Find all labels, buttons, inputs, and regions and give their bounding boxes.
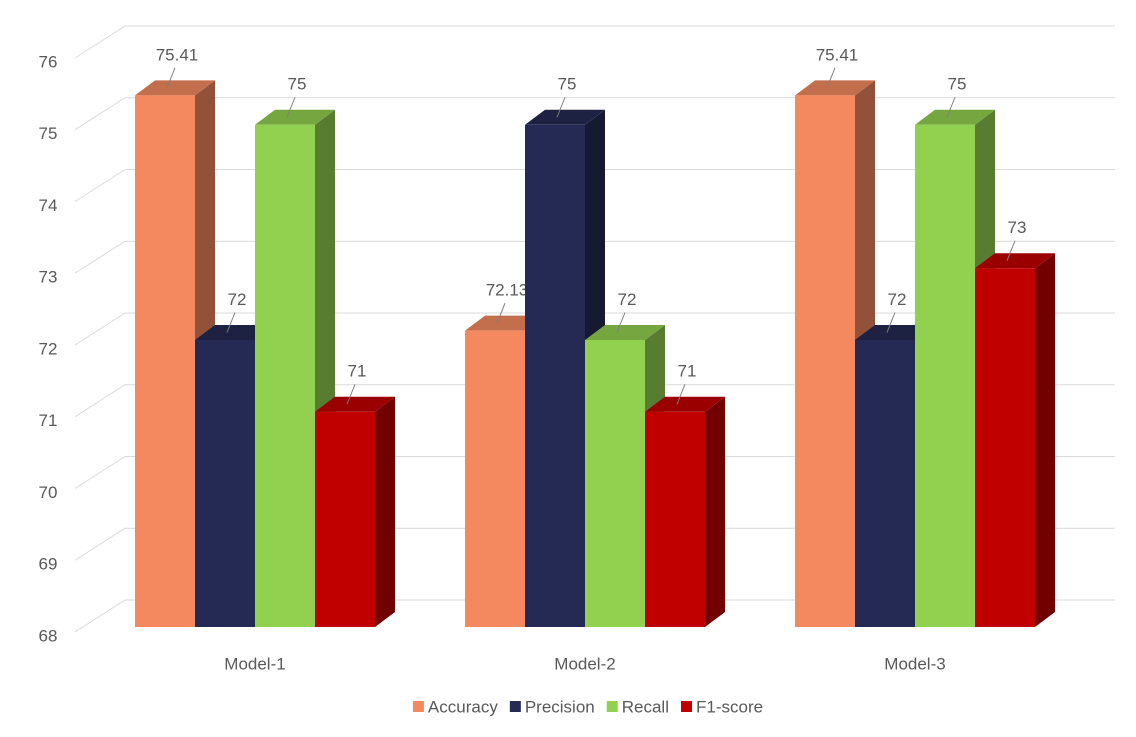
x-tick-label: Model-3 [884, 654, 945, 673]
grid-line [74, 25, 126, 59]
bar-side [375, 396, 395, 627]
y-tick-label: 73 [39, 268, 58, 287]
y-tick-label: 69 [39, 555, 58, 574]
bar-top [315, 396, 395, 412]
bar [525, 124, 585, 627]
bar-side [1035, 253, 1055, 627]
bar [915, 124, 975, 627]
grid-line [74, 527, 126, 561]
label-leader [556, 97, 566, 118]
legend-label: Recall [622, 697, 669, 716]
label-leader [496, 302, 506, 324]
legend-swatch [509, 701, 521, 712]
label-leader [1006, 240, 1016, 261]
grid-line [74, 169, 126, 202]
data-label: 72 [618, 290, 637, 309]
bar [855, 340, 915, 627]
data-label: 75 [948, 75, 967, 94]
bar [975, 268, 1035, 627]
label-leader [226, 312, 236, 333]
bar [255, 124, 315, 627]
bar-top [585, 325, 665, 340]
grid-line [74, 599, 126, 633]
legend-swatch [606, 701, 618, 712]
grid-line [74, 240, 126, 274]
y-tick-label: 71 [39, 411, 58, 430]
grid-line [74, 456, 126, 489]
bar-top [525, 109, 605, 125]
bar [315, 411, 375, 627]
label-leader [616, 312, 626, 333]
data-label: 71 [678, 362, 697, 381]
data-label: 75 [288, 75, 307, 94]
legend-swatch [681, 701, 693, 712]
y-tick-label: 76 [39, 52, 58, 71]
y-tick-label: 72 [39, 339, 58, 358]
grid-line [74, 312, 126, 346]
grid-line [74, 384, 126, 418]
label-leader [946, 97, 956, 118]
label-leader [346, 384, 356, 405]
data-label: 72.13 [486, 281, 529, 300]
bar [135, 95, 195, 627]
bar-top [255, 109, 335, 125]
label-leader [826, 67, 836, 89]
bar [645, 411, 705, 627]
data-label: 72 [888, 290, 907, 309]
bar-top [975, 253, 1055, 269]
label-leader [886, 312, 896, 333]
legend-label: F1-score [696, 697, 763, 716]
x-tick-label: Model-1 [224, 654, 285, 673]
legend-label: Accuracy [428, 697, 498, 716]
label-leader [166, 67, 176, 89]
label-leader [676, 384, 686, 405]
data-label: 73 [1008, 218, 1027, 237]
label-leader [286, 97, 296, 118]
bar-top [135, 80, 215, 96]
grid-line [74, 97, 126, 131]
bar [795, 95, 855, 627]
bar-side [705, 396, 725, 627]
bar-top [795, 80, 875, 96]
data-label: 71 [348, 362, 367, 381]
legend-label: Precision [525, 697, 595, 716]
bar [195, 340, 255, 627]
bar-top [915, 109, 995, 125]
bar-top [645, 396, 725, 412]
y-tick-label: 75 [39, 124, 58, 143]
x-tick-label: Model-2 [554, 654, 615, 673]
data-label: 75.41 [156, 45, 199, 64]
data-label: 72 [228, 290, 247, 309]
data-label: 75.41 [816, 45, 859, 64]
y-tick-label: 68 [39, 626, 58, 645]
y-tick-label: 74 [39, 196, 58, 215]
bar [585, 340, 645, 627]
bar [465, 330, 525, 627]
legend-swatch [412, 701, 424, 712]
data-label: 75 [558, 75, 577, 94]
y-tick-label: 70 [39, 483, 58, 502]
